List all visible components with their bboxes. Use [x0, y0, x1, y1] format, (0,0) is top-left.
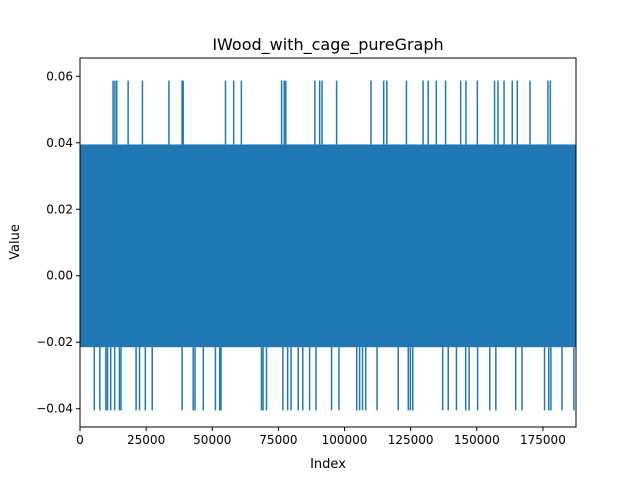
axes-frame — [79, 57, 577, 428]
series-layer — [80, 80, 576, 411]
chart-title: IWood_with_cage_pureGraph — [212, 35, 443, 55]
plot-area — [80, 80, 576, 411]
y-tick-label: 0.02 — [46, 202, 73, 216]
y-tick-label: 0.00 — [46, 269, 73, 283]
x-axis: 0 25000 50000 75000 100000 125000 150000 175000 — [76, 427, 566, 447]
x-tick-label: 125000 — [388, 433, 434, 447]
x-tick-label: 0 — [76, 433, 84, 447]
x-tick-label: 175000 — [520, 433, 566, 447]
series-0-dense-band — [80, 144, 576, 348]
x-tick-label: 50000 — [193, 433, 231, 447]
y-tick-label: −0.02 — [36, 335, 73, 349]
x-tick-label: 100000 — [322, 433, 368, 447]
x-tick-label: 150000 — [454, 433, 500, 447]
x-tick-label: 75000 — [259, 433, 297, 447]
y-axis: −0.04 −0.02 0.00 0.02 0.04 0.06 — [36, 69, 80, 416]
x-axis-label: Index — [310, 457, 346, 472]
y-tick-label: −0.04 — [36, 402, 73, 416]
y-tick-label: 0.04 — [46, 136, 73, 150]
x-tick-label: 25000 — [127, 433, 165, 447]
y-axis-label: Value — [8, 224, 23, 260]
y-tick-label: 0.06 — [46, 69, 73, 83]
